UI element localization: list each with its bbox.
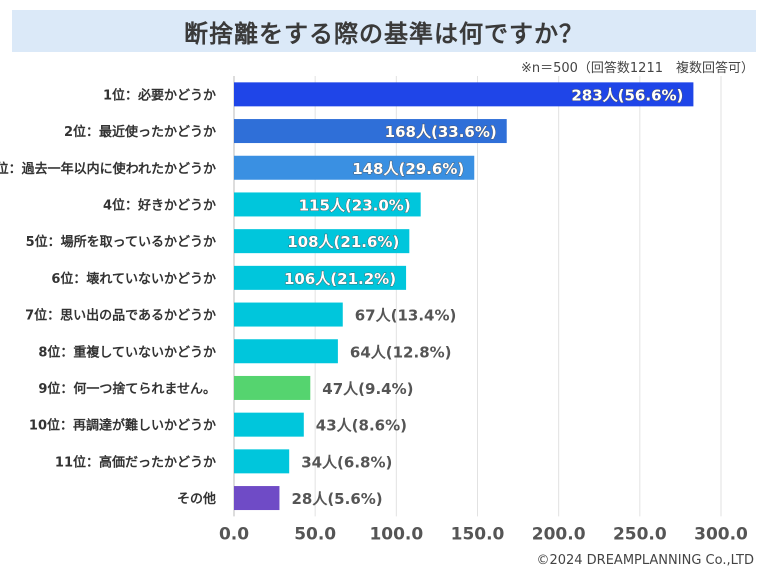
category-label: 1位：必要かどうか <box>103 87 216 103</box>
category-label: 4位：好きかどうか <box>103 197 216 213</box>
bar <box>234 229 410 254</box>
bar <box>234 265 407 290</box>
bar <box>234 82 694 107</box>
data-label: 148人(29.6%) <box>352 160 464 178</box>
bar <box>234 339 338 364</box>
category-label: 3位：過去一年以内に使われたかどうか <box>0 161 216 177</box>
bar <box>234 449 290 474</box>
data-label: 108人(21.6%) <box>287 233 399 251</box>
data-label: 47人(9.4%) <box>322 380 413 398</box>
data-label: 115人(23.0%) <box>299 196 411 214</box>
title-bar: 断捨離をする際の基準は何ですか？ <box>12 10 756 52</box>
bar <box>234 192 421 217</box>
x-tick-label: 150.0 <box>451 524 505 544</box>
chart-title: 断捨離をする際の基準は何ですか？ <box>184 19 584 48</box>
data-label: 28人(5.6%) <box>291 490 382 508</box>
bar <box>234 302 343 327</box>
copyright: ©2024 DREAMPLANNING Co.,LTD <box>536 553 754 568</box>
data-label: 67人(13.4%) <box>355 307 457 325</box>
category-label: 11位：高価だったかどうか <box>55 454 216 470</box>
data-label: 168人(33.6%) <box>385 123 497 141</box>
sample-note: ※n＝500（回答数1211 複数回答可） <box>520 61 754 76</box>
x-tick-label: 250.0 <box>613 524 667 544</box>
x-tick-label: 200.0 <box>532 524 586 544</box>
x-tick-label: 300.0 <box>694 524 748 544</box>
data-label: 283人(56.6%) <box>571 86 683 104</box>
category-label: 2位：最近使ったかどうか <box>64 124 216 140</box>
category-label: 10位：再調達が難しいかどうか <box>29 418 216 434</box>
x-tick-label: 50.0 <box>294 524 336 544</box>
category-label: 6位：壊れていないかどうか <box>51 271 216 287</box>
category-label: 8位：重複していないかどうか <box>38 344 216 360</box>
bar <box>234 119 507 144</box>
category-label: その他 <box>177 491 216 507</box>
x-tick-label: 0.0 <box>219 524 249 544</box>
data-label: 43人(8.6%) <box>316 417 407 435</box>
bar <box>234 375 311 400</box>
category-label: 7位：思い出の品であるかどうか <box>25 308 216 324</box>
data-label: 64人(12.8%) <box>350 343 452 361</box>
bar <box>234 155 475 180</box>
bar <box>234 486 280 511</box>
bar <box>234 412 304 437</box>
category-label: 9位：何一つ捨てられません。 <box>38 381 216 397</box>
data-label: 34人(6.8%) <box>301 453 392 471</box>
data-label: 106人(21.2%) <box>284 270 396 288</box>
category-label: 5位：場所を取っているかどうか <box>26 234 216 250</box>
x-tick-label: 100.0 <box>369 524 423 544</box>
